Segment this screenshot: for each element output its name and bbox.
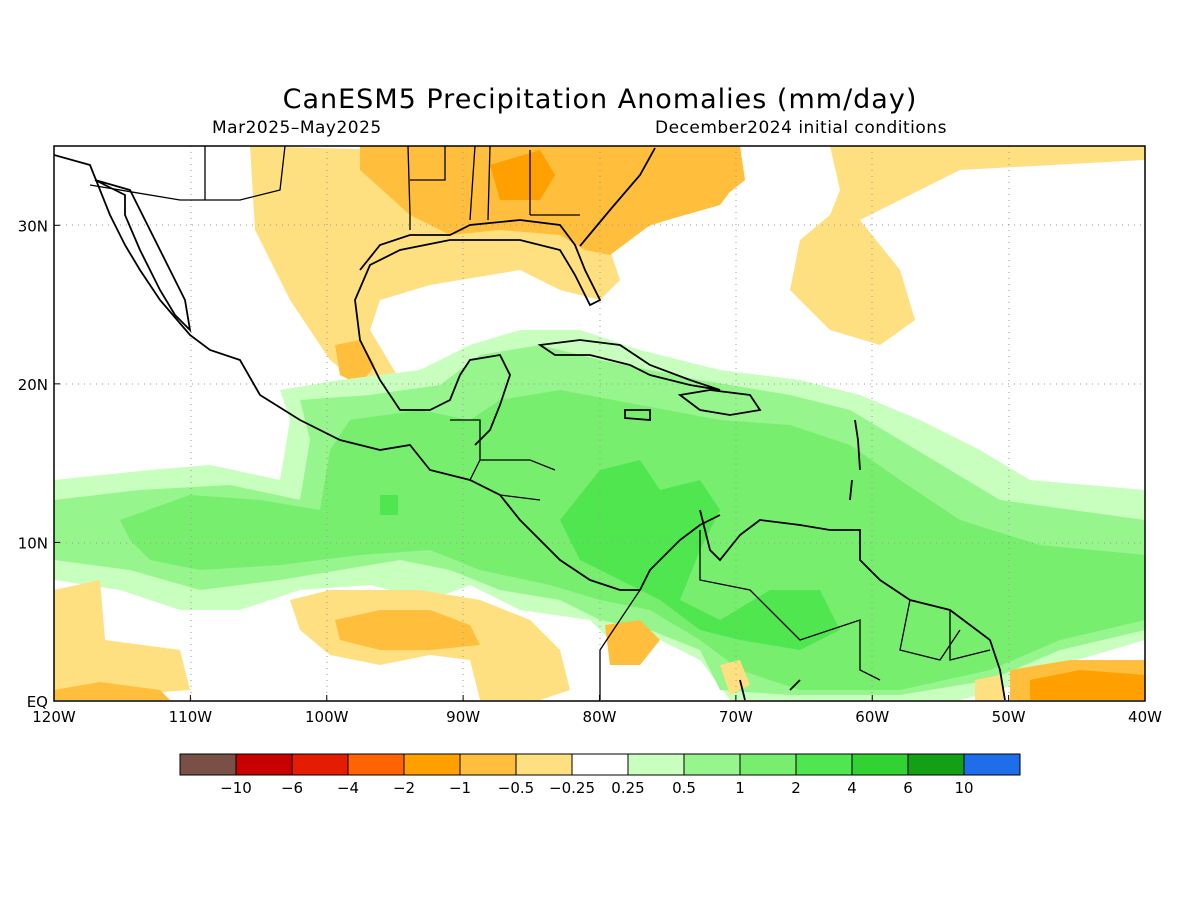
colorbar-swatch bbox=[179, 753, 237, 776]
colorbar-swatch bbox=[403, 753, 461, 776]
x-tick-label: 110W bbox=[169, 708, 213, 726]
dry-region-alabama bbox=[490, 150, 555, 200]
colorbar-label: −2 bbox=[393, 779, 415, 797]
wet-spot-pacific bbox=[380, 495, 398, 515]
colorbar-label: 0.25 bbox=[611, 779, 644, 797]
y-tick-label: 20N bbox=[18, 376, 48, 394]
dry-spot-brazil bbox=[975, 675, 1005, 700]
initial-conditions-label: December2024 initial conditions bbox=[655, 118, 947, 138]
x-tick-label: 50W bbox=[992, 708, 1026, 726]
colorbar-label: 10 bbox=[954, 779, 973, 797]
colorbar-swatch bbox=[683, 753, 741, 776]
colorbar-swatch bbox=[571, 753, 629, 776]
dry-region-pacific-itcz bbox=[54, 580, 570, 700]
dry-region-gulf-east bbox=[580, 165, 735, 255]
axis-ticks: 120W 110W 100W 90W 80W 70W 60W 50W 40W EQ 10N 20N 30… bbox=[18, 217, 1162, 726]
coastlines bbox=[54, 147, 1006, 701]
anomaly-field bbox=[54, 146, 1145, 701]
gridlines bbox=[54, 146, 1145, 701]
colorbar-label: 6 bbox=[903, 779, 913, 797]
colorbar-label: −6 bbox=[281, 779, 303, 797]
colorbar-label: 0.5 bbox=[672, 779, 696, 797]
colorbar-swatch bbox=[907, 753, 965, 776]
colorbar-swatch bbox=[627, 753, 685, 776]
colorbar-swatch bbox=[291, 753, 349, 776]
x-tick-label: 90W bbox=[446, 708, 480, 726]
colorbar-label: −0.5 bbox=[498, 779, 534, 797]
colorbar-swatch bbox=[515, 753, 573, 776]
colorbar-swatch bbox=[347, 753, 405, 776]
colorbar-swatch bbox=[963, 753, 1021, 776]
chart-title: CanESM5 Precipitation Anomalies (mm/day) bbox=[282, 84, 918, 115]
colorbar-label: 1 bbox=[735, 779, 745, 797]
dry-spot-colombia bbox=[605, 620, 660, 665]
colorbar-label: −10 bbox=[220, 779, 252, 797]
colorbar-label: −1 bbox=[449, 779, 471, 797]
season-label: Mar2025–May2025 bbox=[212, 118, 382, 138]
x-tick-label: 40W bbox=[1128, 708, 1162, 726]
y-tick-label: EQ bbox=[27, 693, 48, 711]
borders bbox=[89, 146, 991, 700]
colorbar: −10 −6 −4 −2 −1 −0.5 −0.25 0.25 0.5 1 2 4 6 10 bbox=[179, 753, 1021, 797]
colorbar-swatch bbox=[851, 753, 909, 776]
x-tick-label: 60W bbox=[855, 708, 889, 726]
wet-region-core-caribbean bbox=[560, 460, 840, 650]
x-tick-label: 120W bbox=[32, 708, 76, 726]
colorbar-swatch bbox=[795, 753, 853, 776]
x-tick-label: 100W bbox=[305, 708, 349, 726]
dry-region-atlantic-eq-core bbox=[1030, 670, 1145, 700]
colorbar-label: −0.25 bbox=[549, 779, 595, 797]
colorbar-swatch bbox=[739, 753, 797, 776]
colorbar-label: −4 bbox=[337, 779, 359, 797]
colorbar-label: 2 bbox=[791, 779, 801, 797]
colorbar-swatch bbox=[459, 753, 517, 776]
y-tick-label: 10N bbox=[18, 534, 48, 552]
x-tick-label: 70W bbox=[719, 708, 753, 726]
colorbar-label: 4 bbox=[847, 779, 857, 797]
colorbar-swatch bbox=[235, 753, 293, 776]
y-tick-label: 30N bbox=[18, 217, 48, 235]
dry-spot-venezuela bbox=[720, 660, 750, 695]
x-tick-label: 80W bbox=[583, 708, 617, 726]
dry-region-pacific-core bbox=[54, 610, 480, 700]
